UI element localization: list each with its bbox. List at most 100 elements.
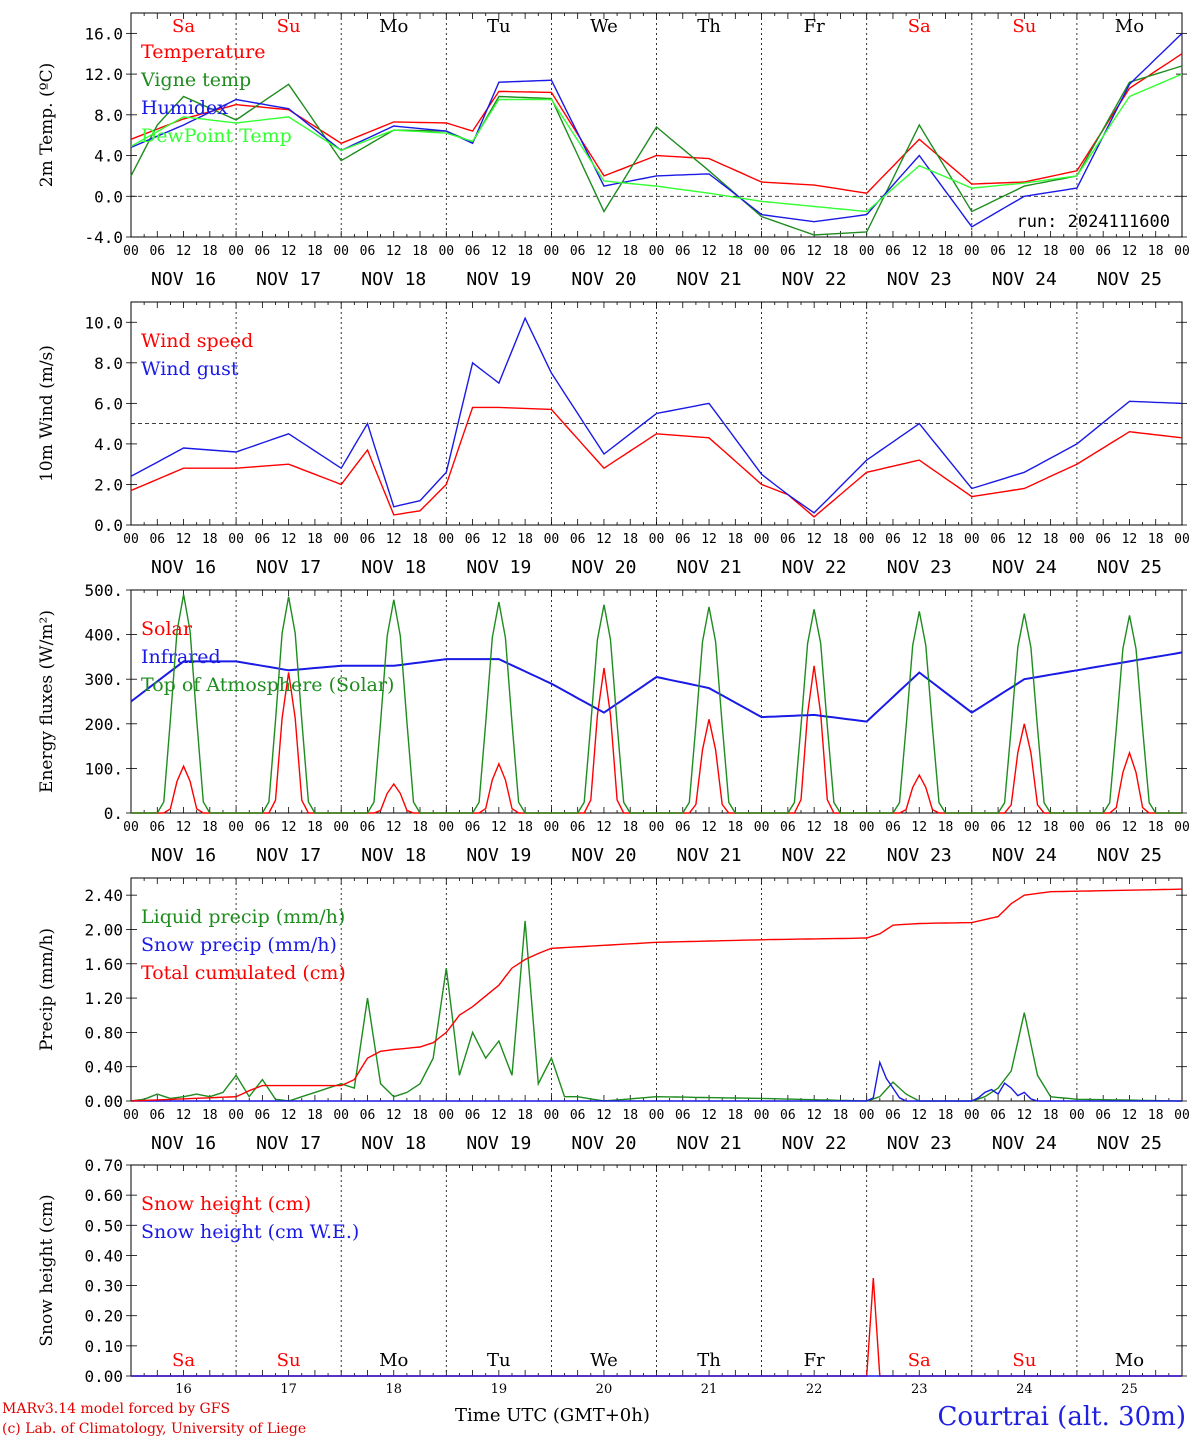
panel-3-hour-label: 06 [990, 1108, 1006, 1123]
weekday-label: Tu [487, 16, 511, 37]
panel-3-hour-label: 18 [202, 1108, 218, 1123]
panel-1-hour-label: 12 [596, 532, 612, 547]
panel-3-date-label: NOV 25 [1097, 1133, 1162, 1154]
panel-2-hour-label: 12 [1122, 820, 1138, 835]
panel-1-y-tick-label: 0.0 [94, 516, 123, 535]
panel-3-y-tick-label: 0.40 [84, 1058, 123, 1077]
legend-vigne-temp: Vigne temp [140, 69, 251, 91]
panel-3-hour-label: 00 [544, 1108, 560, 1123]
panel-1-hour-label: 00 [1174, 532, 1190, 547]
panel-1-hour-label: 06 [1095, 532, 1111, 547]
panel-4-y-axis-label: Snow height (cm) [37, 1194, 57, 1346]
panel-0-y-axis-label: 2m Temp. (ºC) [37, 63, 57, 188]
panel-1-hour-label: 18 [938, 532, 954, 547]
legend-wind-speed: Wind speed [141, 330, 253, 352]
panel-0-date-label: NOV 19 [466, 269, 531, 290]
panel-2-date-label: NOV 20 [571, 845, 636, 866]
series-line-wind-speed [130, 406, 1183, 518]
panel-3-y-tick-label: 2.00 [84, 920, 123, 939]
day-number-label: 17 [280, 1382, 297, 1397]
bottom-weekday-label: Th [697, 1350, 721, 1371]
panel-0-y-tick-label: 8.0 [94, 106, 123, 125]
panel-0-y-tick-label: 16.0 [84, 24, 123, 43]
panel-2-hour-label: 18 [1043, 820, 1059, 835]
panel-3-hour-label: 12 [596, 1108, 612, 1123]
panel-3-hour-label: 00 [333, 1108, 349, 1123]
panel-2-hour-label: 18 [517, 820, 533, 835]
panel-3-hour-label: 06 [1095, 1108, 1111, 1123]
panel-0-date-label: NOV 17 [256, 269, 321, 290]
panel-2-hour-label: 12 [806, 820, 822, 835]
panel-3-hour-label: 12 [281, 1108, 297, 1123]
panel-4-y-tick-label: 0.50 [84, 1216, 123, 1235]
panel-3-hour-label: 00 [649, 1108, 665, 1123]
panel-0-y-tick-label: 0.0 [94, 187, 123, 206]
bottom-weekday-label: Tu [487, 1350, 511, 1371]
panel-1-hour-label: 18 [307, 532, 323, 547]
panel-0-hour-label: 06 [885, 244, 901, 259]
panel-2-hour-label: 00 [964, 820, 980, 835]
legend-top-of-atmosphere-solar-: Top of Atmosphere (Solar) [141, 674, 394, 696]
panel-3-hour-label: 06 [255, 1108, 271, 1123]
legend-snow-height-cm-w-e-: Snow height (cm W.E.) [141, 1221, 359, 1243]
panel-1-hour-label: 06 [360, 532, 376, 547]
bottom-weekday-label: Su [277, 1350, 301, 1371]
panel-1-date-label: NOV 24 [992, 557, 1057, 578]
panel-2-hour-label: 06 [570, 820, 586, 835]
panel-0-hour-label: 00 [333, 244, 349, 259]
panel-2-hour-label: 00 [649, 820, 665, 835]
panel-1-hour-label: 12 [806, 532, 822, 547]
weekday-label: Sa [908, 16, 931, 37]
series-line-snow-precip-mm-h- [131, 1059, 1182, 1102]
panel-3-hour-label: 18 [833, 1108, 849, 1123]
panel-2-hour-label: 18 [1148, 820, 1164, 835]
day-number-label: 25 [1121, 1382, 1138, 1397]
panel-1-hour-label: 00 [964, 532, 980, 547]
panel-3-hour-label: 00 [438, 1108, 454, 1123]
panel-2-hour-label: 06 [990, 820, 1006, 835]
panel-0-hour-label: 18 [833, 244, 849, 259]
panel-3-hour-label: 18 [938, 1108, 954, 1123]
panel-2-hour-label: 06 [360, 820, 376, 835]
panel-4-y-tick-label: 0.60 [84, 1186, 123, 1205]
panel-4-y-tick-label: 0.10 [84, 1337, 123, 1356]
bottom-weekday-label: We [590, 1350, 618, 1371]
legend-liquid-precip-mm-h-: Liquid precip (mm/h) [141, 906, 345, 928]
panel-0-hour-label: 12 [386, 244, 402, 259]
panel-0-hour-label: 12 [701, 244, 717, 259]
panel-0-y-tick-label: 4.0 [94, 147, 123, 166]
panel-2-hour-label: 18 [202, 820, 218, 835]
panel-1-hour-label: 18 [202, 532, 218, 547]
panel-0-hour-label: 00 [123, 244, 139, 259]
panel-0-date-label: NOV 24 [992, 269, 1057, 290]
panel-1-hour-label: 00 [438, 532, 454, 547]
weekday-label: Mo [379, 16, 408, 37]
day-number-label: 19 [491, 1382, 508, 1397]
panel-3-hour-label: 12 [491, 1108, 507, 1123]
panel-1-date-label: NOV 22 [782, 557, 847, 578]
panel-1-hour-label: 18 [833, 532, 849, 547]
panel-3-y-tick-label: 1.60 [84, 955, 123, 974]
panel-3-date-label: NOV 16 [151, 1133, 216, 1154]
panel-2-y-tick-label: 0. [104, 804, 123, 823]
panel-0-hour-label: 00 [228, 244, 244, 259]
panel-0-hour-label: 00 [1174, 244, 1190, 259]
panel-0-hour-label: 00 [859, 244, 875, 259]
meteogram-chart: -4.0 0.0 4.0 8.0 12.0 16.0 2m Temp. (ºC) Sa Su Mo… [37, 12, 1190, 1397]
panel-1-date-label: NOV 19 [466, 557, 531, 578]
panel-2-date-label: NOV 25 [1097, 845, 1162, 866]
bottom-weekday-label: Mo [1115, 1350, 1144, 1371]
weekday-label: Sa [172, 16, 195, 37]
panel-3-hour-label: 18 [622, 1108, 638, 1123]
day-number-label: 23 [911, 1382, 928, 1397]
panel-2-hour-label: 12 [386, 820, 402, 835]
panel-0-hour-label: 06 [570, 244, 586, 259]
panel-1-y-tick-label: 8.0 [94, 354, 123, 373]
panel-4-y-tick-label: 0.00 [84, 1367, 123, 1386]
panel-1-hour-label: 06 [149, 532, 165, 547]
legend-temperature: Temperature [141, 41, 265, 63]
panel-0-hour-label: 06 [1095, 244, 1111, 259]
panel-3-hour-label: 12 [1122, 1108, 1138, 1123]
panel-1-date-label: NOV 18 [361, 557, 426, 578]
series-line-wind-gust [130, 316, 1183, 514]
